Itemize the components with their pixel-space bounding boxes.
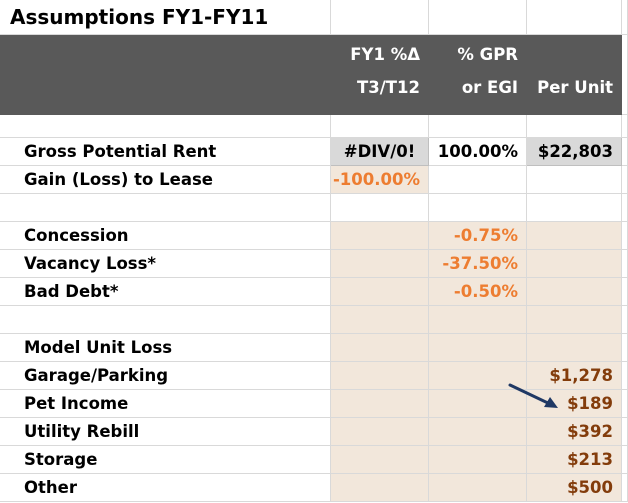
storage-pct-cell[interactable] (429, 446, 527, 474)
row-label-garage-parking[interactable]: Garage/Parking (0, 362, 331, 390)
edge-cell (622, 362, 628, 390)
empty-cell[interactable] (331, 194, 429, 222)
header-gpr-line2: or EGI (461, 78, 518, 97)
header-fy1-change[interactable]: FY1 %Δ T3/T12 (331, 35, 429, 115)
utility-per-unit-cell[interactable]: $392 (527, 418, 622, 446)
header-fy1-line2: T3/T12 (357, 78, 420, 97)
row-label-other[interactable]: Other (0, 474, 331, 502)
storage-fy1-change-cell[interactable] (331, 446, 429, 474)
edge-cell (622, 446, 628, 474)
concession-fy1-change-cell[interactable] (331, 222, 429, 250)
concession-pct-cell[interactable]: -0.75% (429, 222, 527, 250)
bad-debt-per-unit-cell[interactable] (527, 278, 622, 306)
bad-debt-fy1-change-cell[interactable] (331, 278, 429, 306)
empty-cell[interactable] (429, 306, 527, 334)
row-label-concession[interactable]: Concession (0, 222, 331, 250)
header-per-unit[interactable]: Per Unit (527, 35, 622, 115)
edge-cell (622, 35, 628, 115)
pet-fy1-change-cell[interactable] (331, 390, 429, 418)
gain-loss-per-unit-cell[interactable] (527, 166, 622, 194)
empty-cell[interactable] (429, 115, 527, 138)
row-label-bad-debt[interactable]: Bad Debt* (0, 278, 331, 306)
header-per-unit-label: Per Unit (537, 78, 613, 97)
edge-cell (622, 418, 628, 446)
garage-fy1-change-cell[interactable] (331, 362, 429, 390)
empty-cell[interactable] (527, 194, 622, 222)
sheet-title[interactable]: Assumptions FY1-FY11 (0, 0, 331, 35)
edge-cell (622, 474, 628, 502)
vacancy-pct-cell[interactable]: -37.50% (429, 250, 527, 278)
empty-cell[interactable] (527, 115, 622, 138)
edge-cell (622, 115, 628, 138)
empty-cell[interactable] (527, 0, 622, 35)
gpr-fy1-change-cell[interactable]: #DIV/0! (331, 138, 429, 166)
bad-debt-pct-cell[interactable]: -0.50% (429, 278, 527, 306)
row-label-vacancy-loss[interactable]: Vacancy Loss* (0, 250, 331, 278)
edge-cell (622, 222, 628, 250)
utility-pct-cell[interactable] (429, 418, 527, 446)
gain-loss-pct-cell[interactable] (429, 166, 527, 194)
other-fy1-change-cell[interactable] (331, 474, 429, 502)
concession-per-unit-cell[interactable] (527, 222, 622, 250)
model-unit-per-unit-cell[interactable] (527, 334, 622, 362)
empty-cell[interactable] (331, 306, 429, 334)
edge-cell (622, 278, 628, 306)
header-pct-gpr[interactable]: % GPR or EGI (429, 35, 527, 115)
empty-cell[interactable] (0, 115, 331, 138)
header-fy1-line1: FY1 %Δ (350, 45, 420, 64)
gain-loss-fy1-change-cell[interactable]: -100.00% (331, 166, 429, 194)
row-label-model-unit-loss[interactable]: Model Unit Loss (0, 334, 331, 362)
empty-cell[interactable] (0, 194, 331, 222)
vacancy-per-unit-cell[interactable] (527, 250, 622, 278)
gpr-pct-cell[interactable]: 100.00% (429, 138, 527, 166)
empty-cell[interactable] (331, 0, 429, 35)
edge-cell (622, 306, 628, 334)
other-pct-cell[interactable] (429, 474, 527, 502)
row-label-pet-income[interactable]: Pet Income (0, 390, 331, 418)
edge-cell (622, 194, 628, 222)
edge-cell (622, 166, 628, 194)
edge-cell (622, 390, 628, 418)
gpr-per-unit-cell[interactable]: $22,803 (527, 138, 622, 166)
model-unit-fy1-change-cell[interactable] (331, 334, 429, 362)
empty-cell[interactable] (0, 306, 331, 334)
pet-per-unit-cell[interactable]: $189 (527, 390, 622, 418)
garage-per-unit-cell[interactable]: $1,278 (527, 362, 622, 390)
row-label-gain-loss-to-lease[interactable]: Gain (Loss) to Lease (0, 166, 331, 194)
empty-cell[interactable] (429, 0, 527, 35)
vacancy-fy1-change-cell[interactable] (331, 250, 429, 278)
header-label-cell[interactable] (0, 35, 331, 115)
empty-cell[interactable] (527, 306, 622, 334)
row-label-utility-rebill[interactable]: Utility Rebill (0, 418, 331, 446)
row-label-gross-potential-rent[interactable]: Gross Potential Rent (0, 138, 331, 166)
model-unit-pct-cell[interactable] (429, 334, 527, 362)
edge-cell (622, 138, 628, 166)
utility-fy1-change-cell[interactable] (331, 418, 429, 446)
edge-cell (622, 0, 628, 35)
pet-pct-cell[interactable] (429, 390, 527, 418)
empty-cell[interactable] (331, 115, 429, 138)
row-label-storage[interactable]: Storage (0, 446, 331, 474)
annotation-arrow-icon (508, 383, 558, 408)
edge-cell (622, 334, 628, 362)
other-per-unit-cell[interactable]: $500 (527, 474, 622, 502)
storage-per-unit-cell[interactable]: $213 (527, 446, 622, 474)
empty-cell[interactable] (429, 194, 527, 222)
edge-cell (622, 250, 628, 278)
header-gpr-line1: % GPR (457, 45, 518, 64)
